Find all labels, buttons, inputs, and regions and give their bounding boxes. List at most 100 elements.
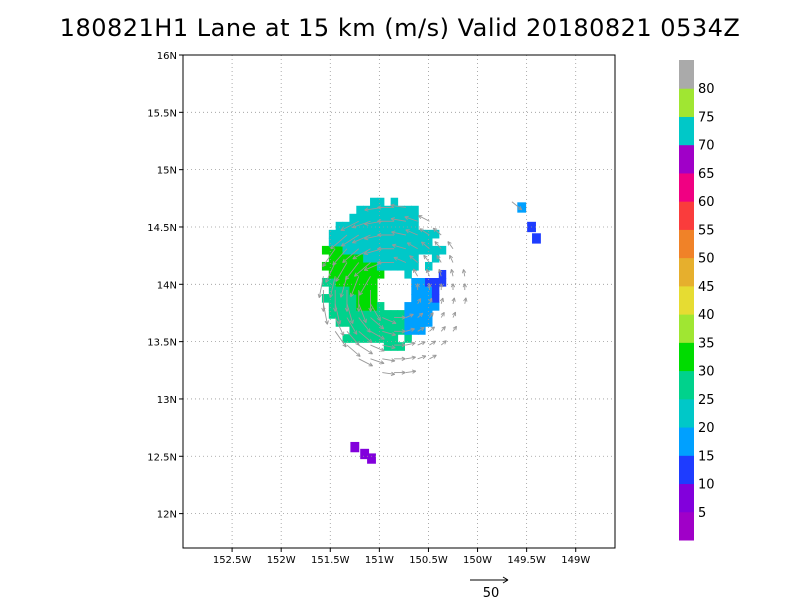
wind-speed-cell — [349, 229, 357, 239]
colorbar-label: 65 — [698, 167, 715, 182]
wind-speed-cell — [383, 261, 392, 271]
wind-speed-cell — [370, 277, 378, 287]
wind-vector-arrow — [417, 298, 422, 305]
wind-speed-cell — [356, 229, 364, 239]
wind-vector-arrow — [419, 228, 430, 236]
wind-speed-cell — [425, 245, 433, 255]
wind-speed-cell — [367, 453, 376, 464]
wind-field-layer — [321, 197, 541, 464]
wind-speed-cell — [328, 245, 337, 255]
color-scale-bar: 5 10 15 20 25 30 35 40 45 50 55 60 65 70 75 80 — [679, 60, 715, 541]
wind-vector-arrow — [352, 248, 371, 260]
wind-vector-arrow — [332, 248, 348, 266]
wind-vector-arrow — [452, 325, 457, 332]
wind-vector-arrow — [350, 276, 360, 298]
wind-vector-arrow — [394, 356, 406, 361]
wind-speed-cell — [328, 269, 337, 279]
wind-speed-cell — [383, 326, 392, 335]
wind-vector-arrow — [356, 290, 361, 312]
wind-vector-arrow — [429, 354, 437, 360]
wind-vector-arrow — [377, 219, 395, 224]
wind-speed-cell — [335, 261, 344, 271]
latitude-tick-label: 15N — [157, 166, 177, 177]
wind-speed-cell — [397, 326, 405, 335]
colorbar-segment — [679, 455, 694, 485]
wind-speed-cell — [390, 221, 399, 231]
wind-speed-cell — [397, 253, 405, 263]
wind-speed-cell — [328, 286, 337, 295]
wind-speed-cell — [404, 302, 412, 311]
wind-speed-cell — [411, 277, 419, 287]
wind-vector-arrow — [405, 229, 418, 236]
latitude-tick-label: 12.5N — [147, 452, 177, 463]
wind-vector-arrow — [429, 340, 436, 346]
wind-vector-arrow — [423, 254, 430, 263]
wind-speed-cell — [383, 245, 392, 255]
wind-speed-cell — [342, 277, 351, 287]
wind-speed-cell — [342, 261, 351, 271]
wind-vector-arrow — [406, 242, 418, 250]
wind-speed-cell — [356, 286, 364, 295]
wind-vector-arrow — [463, 297, 468, 304]
wind-speed-cell — [370, 237, 378, 247]
wind-speed-cell — [376, 237, 385, 247]
wind-speed-cell — [363, 221, 371, 231]
wind-vector-arrow — [391, 230, 406, 236]
wind-speed-cell — [370, 318, 378, 327]
wind-speed-cell — [356, 253, 364, 263]
wind-speed-cell — [363, 261, 371, 271]
wind-speed-cell — [356, 318, 364, 327]
longitude-tick-labels: 152.5W 152W 151.5W 151W 150.5W 150W 149.5W 149W — [213, 548, 590, 566]
wind-speed-cell — [411, 302, 419, 311]
wind-speed-cell — [335, 253, 344, 263]
wind-vector-arrow — [340, 220, 359, 231]
wind-speed-cell — [383, 237, 392, 247]
colorbar-segment — [679, 60, 694, 89]
wind-speed-cell — [418, 294, 426, 303]
wind-speed-cell — [383, 334, 392, 343]
wind-speed-cell — [321, 261, 330, 271]
wind-speed-cell — [376, 253, 385, 263]
lat-lon-grid — [183, 54, 615, 548]
wind-speed-cell — [349, 310, 357, 319]
wind-speed-cell — [411, 245, 419, 255]
wind-speed-cell — [356, 261, 364, 271]
wind-speed-cell — [356, 277, 364, 287]
colorbar-label: 30 — [698, 365, 715, 380]
wind-speed-cell — [376, 302, 385, 311]
wind-speed-cell — [411, 213, 419, 223]
wind-speed-cell — [342, 302, 351, 311]
wind-speed-cell — [383, 205, 392, 215]
reference-vector: 50 — [470, 576, 509, 600]
wind-speed-cell — [383, 229, 392, 239]
wind-vector-arrow — [328, 276, 336, 298]
wind-speed-cell — [411, 221, 419, 231]
wind-vector-arrow — [429, 326, 435, 332]
wind-vector-arrow — [321, 290, 326, 312]
wind-speed-cell — [342, 237, 351, 247]
wind-vector-arrow — [382, 371, 396, 377]
wind-speed-cell — [397, 213, 405, 223]
colorbar-segment — [679, 314, 694, 343]
wind-speed-cell — [411, 310, 419, 319]
colorbar-label: 40 — [698, 308, 715, 323]
wind-speed-cell — [397, 310, 405, 319]
wind-speed-cell — [425, 237, 433, 247]
colorbar-segment — [679, 172, 694, 202]
wind-vector-arrow — [359, 276, 371, 296]
wind-vector-arrow — [417, 312, 424, 318]
wind-speed-cell — [383, 221, 392, 231]
wind-vector-arrow — [390, 217, 406, 222]
wind-speed-cell — [335, 302, 344, 311]
wind-speed-cell — [335, 237, 344, 247]
wind-speed-cell — [390, 205, 399, 215]
wind-speed-cell — [370, 213, 378, 223]
wind-speed-cell — [356, 245, 364, 255]
wind-speed-cell — [376, 269, 385, 279]
wind-speed-cell — [328, 253, 337, 263]
wind-speed-cell — [328, 277, 337, 287]
wind-vector-arrow — [346, 303, 354, 324]
wind-speed-cell — [360, 448, 370, 460]
wind-speed-cell — [328, 229, 337, 239]
wind-speed-cell — [328, 294, 337, 303]
